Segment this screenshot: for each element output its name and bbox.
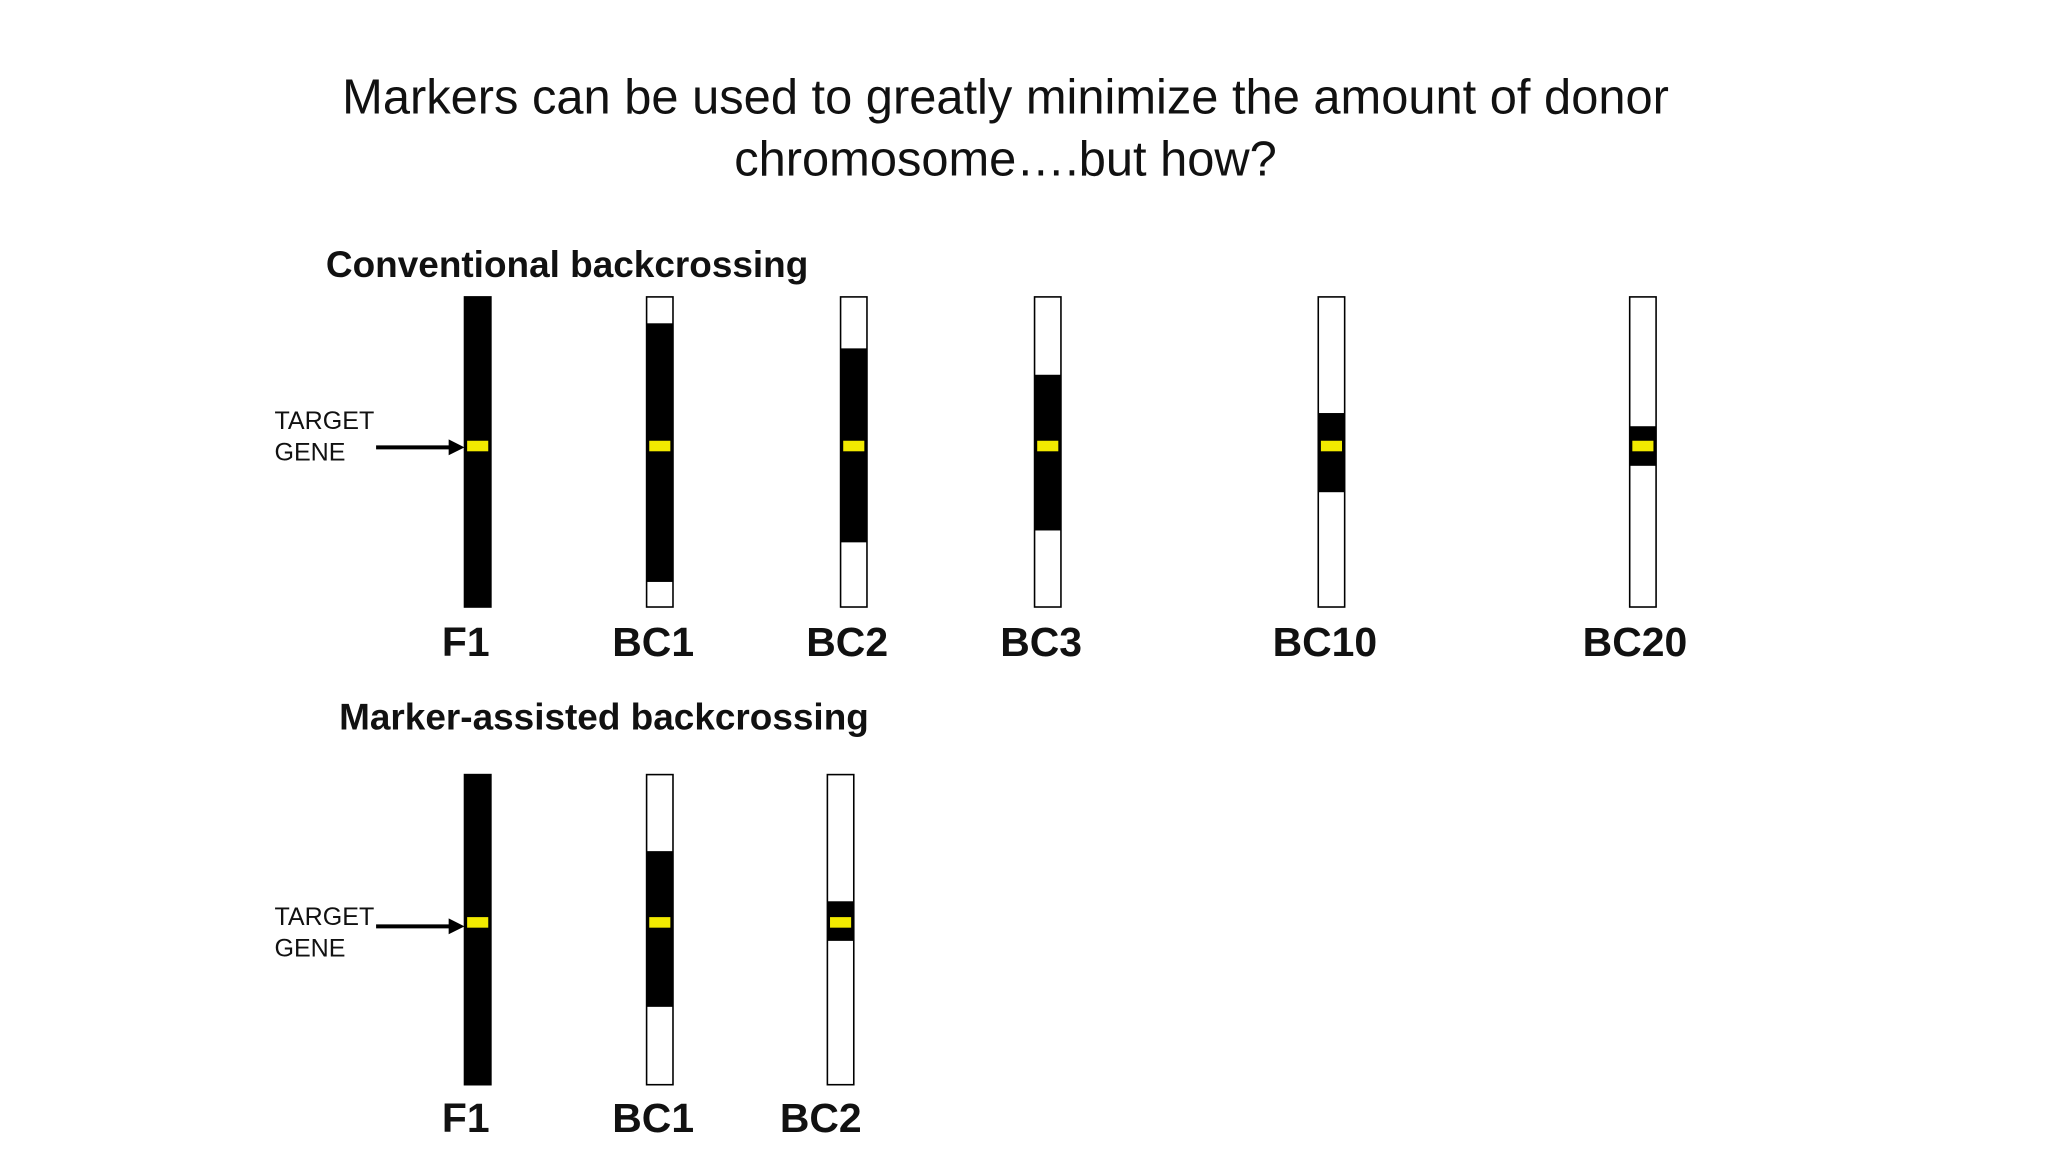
target-gene [830,917,852,928]
generation-label: BC10 [1273,619,1378,665]
title-line: Markers can be used to greatly minimize … [342,70,1669,124]
donor-segment [1318,413,1345,493]
section-heading: Conventional backcrossing [326,244,808,285]
arrow-head [448,439,465,456]
generation-label: BC1 [612,619,694,665]
generation-label: F1 [442,1095,490,1141]
target-label: TARGET [274,903,374,931]
target-label: TARGET [274,407,374,435]
target-label: GENE [274,935,345,963]
arrow-head [448,918,465,935]
generation-label: BC2 [780,1095,862,1141]
target-gene [467,440,489,452]
target-gene [649,440,671,452]
generation-label: BC2 [806,619,888,665]
donor-segment [646,323,673,582]
target-gene [467,917,489,928]
target-gene [649,917,671,928]
generation-label: BC3 [1000,619,1082,665]
generation-label: BC1 [612,1095,694,1141]
donor-segment [464,296,491,608]
generation-label: F1 [442,619,490,665]
target-gene [1632,440,1654,452]
donor-segment [464,774,491,1085]
donor-segment [1034,374,1061,531]
target-label: GENE [274,439,345,467]
section-heading: Marker-assisted backcrossing [339,697,869,738]
target-gene [1320,440,1343,452]
target-gene [1037,440,1059,452]
generation-label: BC20 [1583,619,1688,665]
donor-segment [646,851,673,1007]
title-line: chromosome….but how? [734,133,1277,187]
target-gene [843,440,865,452]
